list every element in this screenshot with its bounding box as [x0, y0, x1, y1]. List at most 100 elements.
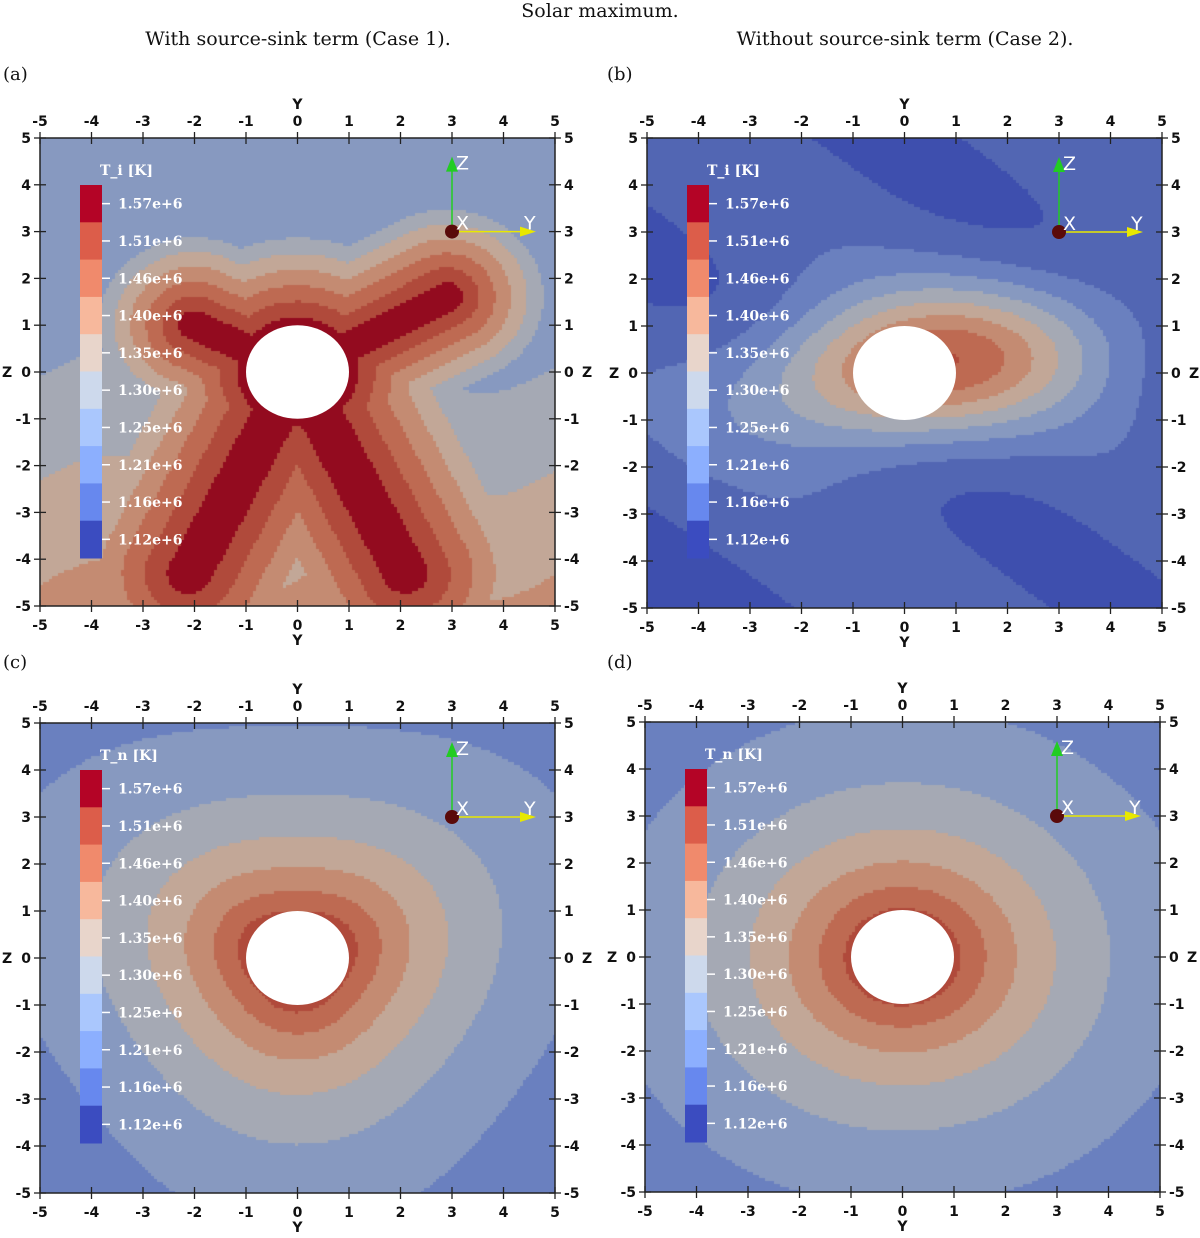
x-tick-label-top: -2	[792, 698, 808, 714]
x-tick-label-top: 2	[1003, 114, 1013, 130]
x-tick-label-top: -5	[639, 114, 655, 130]
x-tick-label-bottom: 5	[550, 618, 560, 634]
x-tick-label-bottom: -4	[84, 618, 100, 634]
central-body	[851, 910, 954, 1004]
colorbar-swatch	[685, 769, 707, 807]
colorbar-swatch	[80, 296, 102, 335]
colorbar-title: T_n [K]	[100, 748, 158, 764]
orientation-y-label: Y	[1128, 797, 1141, 819]
y-tick-label-right: -4	[564, 1139, 580, 1155]
y-tick-label-left: 4	[21, 763, 31, 779]
x-tick-label-bottom: 3	[1052, 1204, 1062, 1220]
y-tick-label-left: 1	[21, 904, 31, 920]
orientation-z-label: Z	[1061, 737, 1074, 759]
y-tick-label-right: 2	[1169, 856, 1179, 872]
contour-plot-d: -5 -5 -4 -4 -3 -3 -2 -2 -1 -1 0 0 1 1 2 2 3 3 4 4 5 5 5 5 4 4 3 3 2 2…	[607, 681, 1197, 1235]
x-tick-label-top: 4	[1104, 698, 1114, 714]
x-tick-label-bottom: 5	[1157, 620, 1167, 636]
x-tick-label-top: 0	[293, 114, 303, 130]
colorbar-swatch	[687, 259, 709, 298]
orientation-x-label: X	[1063, 213, 1076, 235]
colorbar-title: T_i [K]	[100, 163, 153, 179]
colorbar-swatch	[685, 806, 707, 845]
y-tick-label-right: -3	[1171, 507, 1187, 523]
colorbar-swatch	[685, 843, 707, 882]
y-tick-label-right: -4	[1171, 554, 1187, 570]
orientation-x-dot	[445, 810, 459, 824]
orientation-z-arrow-icon	[1053, 157, 1065, 172]
x-tick-label-bottom: -5	[32, 618, 48, 634]
y-tick-label-right: 1	[1169, 903, 1179, 919]
x-tick-label-top: 4	[1106, 114, 1116, 130]
colorbar-swatch	[685, 1104, 707, 1143]
colorbar-tick-label: 1.25e+6	[725, 420, 789, 436]
colorbar-tick-label: 1.57e+6	[723, 781, 787, 797]
x-tick-label-top: 5	[550, 114, 560, 130]
column-title-case-2: Without source-sink term (Case 2).	[736, 28, 1074, 50]
y-tick-label-right: 5	[1171, 131, 1181, 147]
y-tick-label-left: -4	[15, 552, 31, 568]
y-tick-label-right: -1	[564, 998, 580, 1014]
orientation-x-dot	[1050, 809, 1064, 823]
y-tick-label-right: -3	[1169, 1091, 1185, 1107]
colorbar-swatch	[685, 880, 707, 919]
orientation-y-label: Y	[1130, 213, 1143, 235]
x-tick-label-bottom: 2	[1003, 620, 1013, 636]
orientation-x-label: X	[1061, 797, 1074, 819]
colorbar-tick-label: 1.57e+6	[118, 782, 182, 798]
colorbar-swatch	[687, 446, 709, 484]
orientation-z-arrow-icon	[1051, 741, 1063, 756]
x-tick-label-top: -1	[238, 114, 254, 130]
y-tick-label-left: 4	[21, 178, 31, 194]
x-tick-label-top: 1	[344, 114, 354, 130]
orientation-z-label: Z	[456, 738, 469, 760]
x-tick-label-top: -3	[135, 699, 151, 715]
colorbar-swatch	[80, 919, 102, 957]
colorbar-tick-label: 1.25e+6	[118, 1005, 182, 1021]
y-tick-label-right: -2	[564, 1045, 580, 1061]
x-tick-label-top: -3	[135, 114, 151, 130]
x-tick-label-bottom: -3	[135, 618, 151, 634]
y-tick-label-left: 1	[628, 319, 638, 335]
x-axis-label-top: Y	[291, 97, 303, 113]
x-tick-label-top: -5	[32, 699, 48, 715]
y-tick-label-right: 4	[564, 763, 574, 779]
orientation-z-arrow-icon	[446, 156, 458, 172]
y-tick-label-right: -5	[1169, 1185, 1185, 1201]
x-tick-label-top: 1	[344, 699, 354, 715]
colorbar-tick-label: 1.35e+6	[725, 346, 789, 362]
y-axis-label-left: Z	[2, 951, 12, 967]
orientation-y-label: Y	[523, 798, 536, 820]
y-tick-label-left: 3	[626, 809, 636, 825]
x-tick-label-top: -4	[689, 698, 705, 714]
x-axis-label-top: Y	[896, 681, 908, 697]
y-tick-label-right: 1	[1171, 319, 1181, 335]
x-tick-label-top: 2	[396, 114, 406, 130]
y-tick-label-left: -3	[15, 505, 31, 521]
colorbar-swatch	[80, 259, 102, 298]
x-tick-label-bottom: 3	[447, 1205, 457, 1221]
x-tick-label-top: -1	[845, 114, 861, 130]
y-tick-label-left: 2	[21, 271, 31, 287]
colorbar-swatch	[80, 1105, 102, 1144]
colorbar-swatch	[80, 1068, 102, 1107]
x-tick-label-bottom: 4	[1104, 1204, 1114, 1220]
x-axis-label-bottom: Y	[896, 1219, 908, 1235]
contour-plot-a: -5 -5 -4 -4 -3 -3 -2 -2 -1 -1 0 0 1 1 2 2 3 3 4 4 5 5 5 5 4 4 3 3 2 2…	[2, 97, 592, 649]
x-tick-label-top: 3	[447, 114, 457, 130]
y-tick-label-right: -3	[564, 505, 580, 521]
colorbar-tick-label: 1.16e+6	[118, 1080, 182, 1096]
y-tick-label-right: 4	[1169, 762, 1179, 778]
colorbar-tick-label: 1.51e+6	[725, 234, 789, 250]
y-tick-label-left: 5	[21, 131, 31, 147]
y-tick-label-right: -1	[1171, 413, 1187, 429]
colorbar-title: T_n [K]	[705, 747, 763, 763]
orientation-x-label: X	[456, 798, 469, 820]
y-tick-label-left: 3	[628, 225, 638, 241]
y-axis-label-left: Z	[607, 950, 617, 966]
y-tick-label-left: 0	[628, 366, 638, 382]
y-tick-label-left: 5	[628, 131, 638, 147]
colorbar-swatch	[80, 408, 102, 447]
x-tick-label-bottom: -2	[187, 1205, 203, 1221]
x-tick-label-top: 0	[898, 698, 908, 714]
